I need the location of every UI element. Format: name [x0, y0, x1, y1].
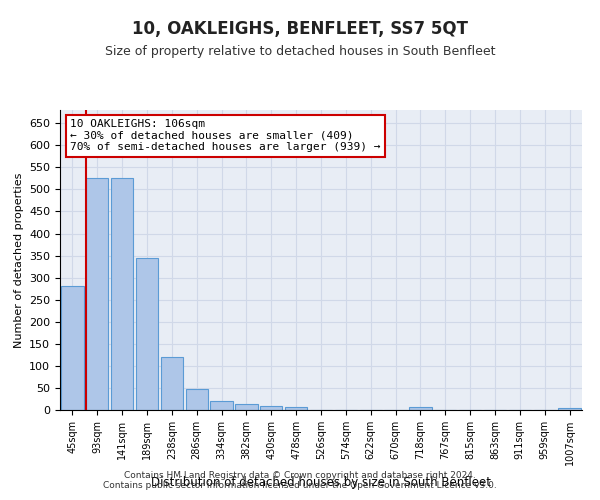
Bar	[161, 357, 183, 410]
Bar	[111, 178, 133, 410]
Bar	[285, 407, 307, 410]
Bar	[409, 407, 431, 410]
Bar	[211, 401, 233, 410]
Bar	[235, 404, 257, 410]
Bar	[559, 408, 581, 410]
X-axis label: Distribution of detached houses by size in South Benfleet: Distribution of detached houses by size …	[151, 476, 491, 489]
Bar	[260, 406, 283, 410]
Bar	[86, 178, 109, 410]
Y-axis label: Number of detached properties: Number of detached properties	[14, 172, 23, 348]
Text: 10, OAKLEIGHS, BENFLEET, SS7 5QT: 10, OAKLEIGHS, BENFLEET, SS7 5QT	[132, 20, 468, 38]
Bar	[61, 286, 83, 410]
Text: 10 OAKLEIGHS: 106sqm
← 30% of detached houses are smaller (409)
70% of semi-deta: 10 OAKLEIGHS: 106sqm ← 30% of detached h…	[70, 119, 381, 152]
Text: Size of property relative to detached houses in South Benfleet: Size of property relative to detached ho…	[105, 45, 495, 58]
Bar	[185, 389, 208, 410]
Text: Contains HM Land Registry data © Crown copyright and database right 2024.
Contai: Contains HM Land Registry data © Crown c…	[103, 470, 497, 490]
Bar	[136, 258, 158, 410]
